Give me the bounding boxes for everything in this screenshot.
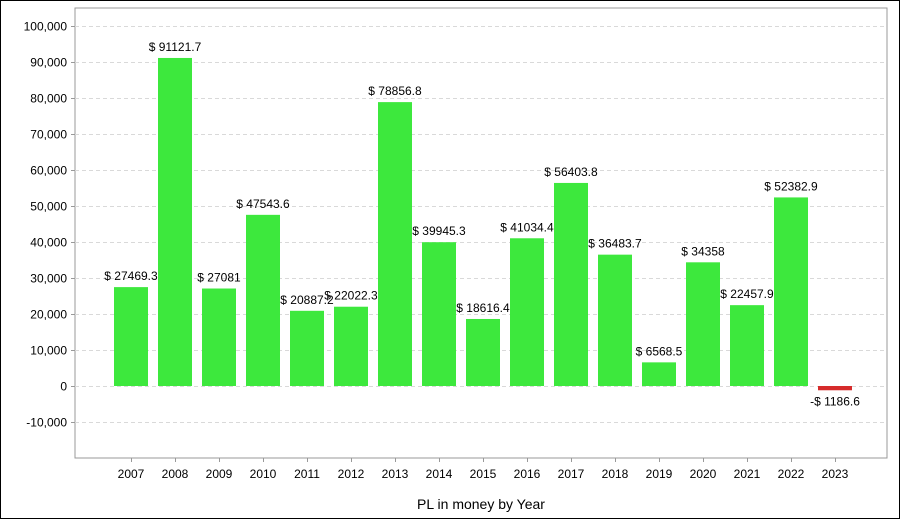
x-axis-title: PL in money by Year: [417, 496, 545, 512]
data-label-2010: $ 47543.6: [236, 197, 290, 211]
data-label-2013: $ 78856.8: [368, 84, 422, 98]
data-label-2012: $ 22022.3: [324, 289, 378, 303]
x-tick-label: 2020: [690, 467, 717, 481]
x-tick-label: 2009: [206, 467, 233, 481]
data-label-2022: $ 52382.9: [764, 179, 818, 193]
bar-2015: [466, 318, 500, 386]
bar-2018: [598, 254, 632, 386]
data-label-2020: $ 34358: [681, 244, 725, 258]
data-label-2017: $ 56403.8: [544, 165, 598, 179]
bar-2008: [158, 57, 192, 386]
data-label-2007: $ 27469.3: [104, 269, 158, 283]
y-tick-label: 90,000: [30, 56, 67, 70]
x-tick-label: 2011: [294, 467, 320, 481]
x-tick-label: 2023: [822, 467, 849, 481]
bar-2007: [114, 287, 148, 386]
bar-2013: [378, 102, 412, 387]
bar-2022: [774, 197, 808, 386]
bar-2019: [642, 362, 676, 386]
x-tick-label: 2010: [250, 467, 277, 481]
bar-2023: [818, 386, 852, 391]
y-tick-label: 10,000: [30, 344, 67, 358]
bar-2017: [554, 182, 588, 386]
data-label-2018: $ 36483.7: [588, 237, 642, 251]
data-label-2011: $ 20887.2: [280, 293, 334, 307]
bar-2011: [290, 310, 324, 386]
bar-2010: [246, 214, 280, 386]
x-tick-label: 2018: [602, 467, 629, 481]
data-label-2016: $ 41034.4: [500, 220, 554, 234]
data-label-2023: -$ 1186.6: [810, 394, 860, 408]
plot-area: [74, 7, 888, 459]
x-tick-label: 2015: [470, 467, 497, 481]
x-tick-label: 2008: [162, 467, 189, 481]
data-label-2009: $ 27081: [197, 271, 241, 285]
x-tick-label: 2022: [778, 467, 805, 481]
bar-2009: [202, 288, 236, 386]
bar-2014: [422, 242, 456, 386]
axes: [71, 26, 836, 462]
y-tick-label: 80,000: [30, 92, 67, 106]
x-tick-label: 2007: [118, 467, 145, 481]
data-label-2008: $ 91121.7: [149, 40, 202, 54]
y-tick-label: 100,000: [24, 20, 68, 34]
bar-2021: [730, 305, 764, 386]
y-tick-label: 50,000: [30, 200, 67, 214]
data-label-2014: $ 39945.3: [412, 224, 466, 238]
x-tick-label: 2012: [338, 467, 365, 481]
data-label-2015: $ 18616.4: [456, 301, 510, 315]
x-tick-label: 2013: [382, 467, 409, 481]
bar-2020: [686, 262, 720, 386]
y-tick-label: 20,000: [30, 308, 67, 322]
x-tick-label: 2019: [646, 467, 673, 481]
x-tick-label: 2017: [558, 467, 585, 481]
y-tick-label: 40,000: [30, 236, 67, 250]
y-tick-label: -10,000: [26, 416, 67, 430]
y-tick-label: 0: [60, 380, 67, 394]
grid-lines: [74, 7, 888, 459]
data-label-2019: $ 6568.5: [636, 344, 683, 358]
bars: [114, 57, 852, 391]
y-tick-label: 60,000: [30, 164, 67, 178]
x-tick-label: 2021: [734, 467, 761, 481]
x-tick-label: 2014: [426, 467, 453, 481]
data-labels: $ 27469.3 $ 91121.7 $ 27081 $ 47543.6 $ 2088…: [104, 40, 860, 408]
data-label-2021: $ 22457.9: [720, 287, 774, 301]
x-tick-label: 2016: [514, 467, 541, 481]
y-tick-label: 30,000: [30, 272, 67, 286]
y-tick-label: 70,000: [30, 128, 67, 142]
bar-2012: [334, 306, 368, 386]
bar-2016: [510, 238, 544, 386]
tick-labels: -10,000 0 10,000 20,000 30,000 40,000 50,000 60…: [24, 20, 849, 482]
